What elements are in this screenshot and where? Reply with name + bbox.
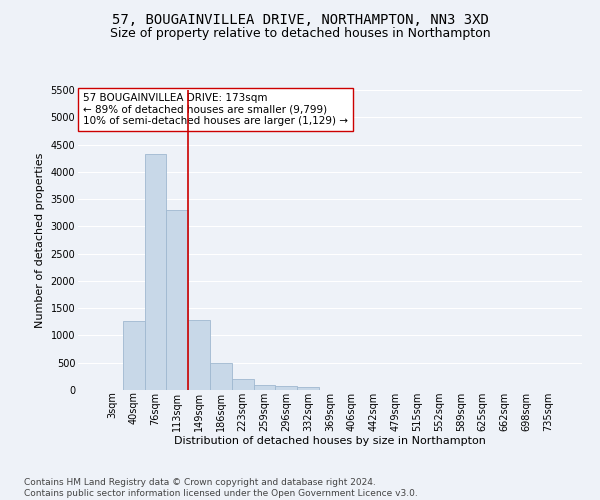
Bar [123,320,145,390]
Text: Contains HM Land Registry data © Crown copyright and database right 2024.
Contai: Contains HM Land Registry data © Crown c… [24,478,418,498]
Y-axis label: Number of detached properties: Number of detached properties [35,152,45,328]
Bar [166,210,188,390]
Bar [232,378,254,390]
Text: 57, BOUGAINVILLEA DRIVE, NORTHAMPTON, NN3 3XD: 57, BOUGAINVILLEA DRIVE, NORTHAMPTON, NN… [112,12,488,26]
Bar [275,386,297,390]
Bar [254,385,275,390]
Bar [297,386,319,390]
Bar [145,154,166,390]
X-axis label: Distribution of detached houses by size in Northampton: Distribution of detached houses by size … [174,436,486,446]
Bar [210,364,232,390]
Text: 57 BOUGAINVILLEA DRIVE: 173sqm
← 89% of detached houses are smaller (9,799)
10% : 57 BOUGAINVILLEA DRIVE: 173sqm ← 89% of … [83,93,348,126]
Text: Size of property relative to detached houses in Northampton: Size of property relative to detached ho… [110,28,490,40]
Bar [188,320,210,390]
